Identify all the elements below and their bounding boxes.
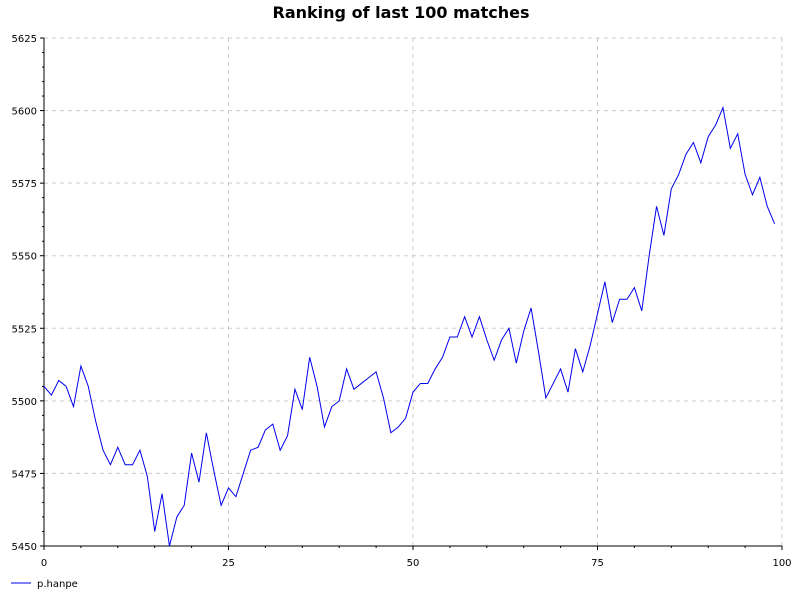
x-tick-label: 25 (222, 558, 235, 569)
y-tick-label: 5475 (12, 469, 37, 480)
y-tick-label: 5525 (12, 324, 37, 335)
x-tick-label: 0 (41, 558, 47, 569)
legend: p.hanpe (11, 579, 78, 590)
y-tick-label: 5550 (12, 252, 37, 263)
chart-title: Ranking of last 100 matches (273, 3, 530, 22)
x-tick-label: 100 (772, 558, 791, 569)
series-layer (43, 105, 776, 547)
axes: 5450 5475 5500 5525 5550 5575 5600 5625 0 25 50 75 1… (12, 34, 792, 569)
y-tick-label: 5575 (12, 179, 37, 190)
y-tick-label: 5625 (12, 34, 37, 45)
y-tick-label: 5450 (12, 542, 37, 553)
y-tick-label: 5600 (12, 107, 37, 118)
series-line-0 (43, 105, 776, 547)
x-tick-label: 75 (591, 558, 604, 569)
legend-label-p-hanpe: p.hanpe (37, 579, 78, 590)
y-tick-label: 5500 (12, 397, 37, 408)
x-tick-label: 50 (407, 558, 420, 569)
grid-lines (43, 37, 783, 547)
